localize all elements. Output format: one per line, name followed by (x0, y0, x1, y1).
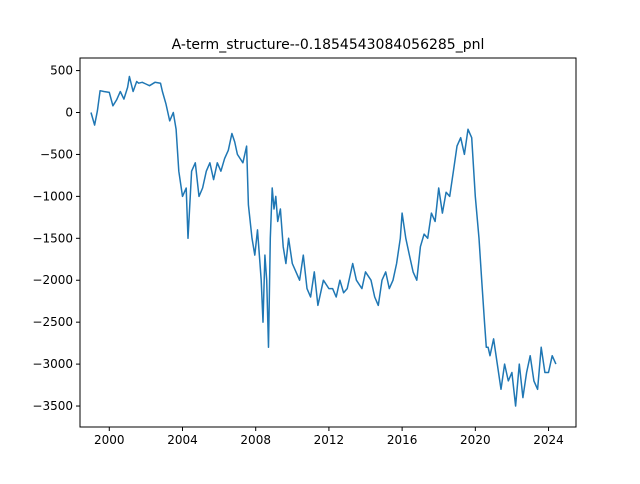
y-tick-label: −3000 (32, 357, 73, 371)
y-tick-label: −1000 (32, 189, 73, 203)
x-tick-label: 2020 (460, 433, 491, 447)
y-tick-label: −2500 (32, 315, 73, 329)
x-tick-label: 2016 (387, 433, 418, 447)
x-tick-label: 2004 (167, 433, 198, 447)
y-tick-label: −2000 (32, 273, 73, 287)
chart-title: A-term_structure--0.1854543084056285_pnl (172, 37, 485, 53)
x-tick-label: 2008 (240, 433, 271, 447)
y-axis: 500 0 −500 −1000 −1500 −2000 −2500 −3000 −3500 (32, 64, 80, 413)
y-tick-label: −3500 (32, 399, 73, 413)
x-tick-label: 2012 (314, 433, 345, 447)
x-axis: 2000 2004 2008 2012 2016 2020 2024 (94, 427, 564, 447)
series-line-0 (90, 75, 557, 407)
y-tick-label: 0 (65, 106, 73, 120)
x-tick-label: 2000 (94, 433, 125, 447)
y-tick-label: −1500 (32, 231, 73, 245)
plot-frame (79, 57, 577, 428)
y-tick-label: 500 (50, 64, 73, 78)
x-tick-label: 2024 (533, 433, 564, 447)
y-tick-label: −500 (40, 147, 73, 161)
